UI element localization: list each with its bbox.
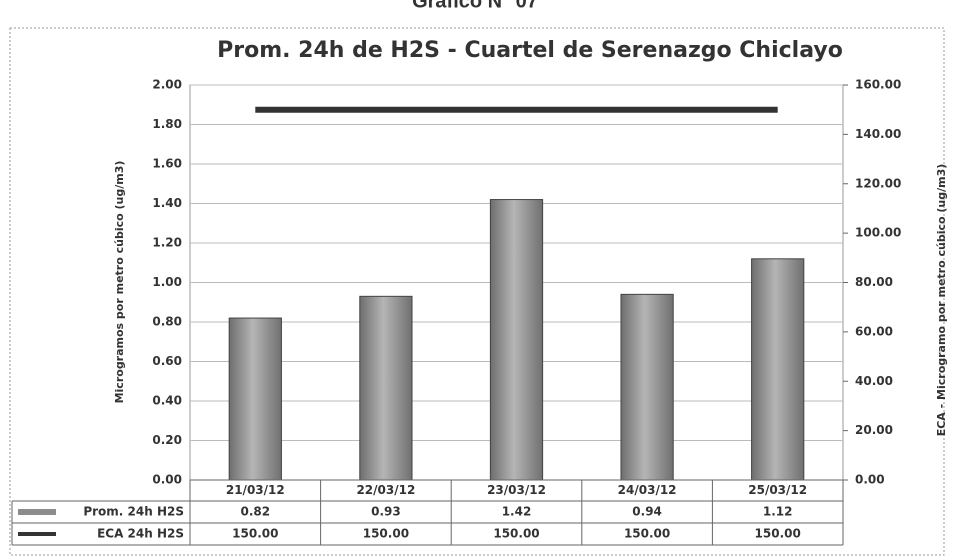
- x-tick-label: 24/03/12: [618, 483, 677, 497]
- y2-tick-label: 0.00: [855, 473, 885, 487]
- legend-label: Prom. 24h H2S: [83, 505, 184, 519]
- y-tick-label: 1.60: [152, 157, 182, 171]
- y-tick-label: 1.00: [152, 275, 182, 289]
- table-value: 150.00: [232, 527, 278, 541]
- table-value: 150.00: [624, 527, 670, 541]
- table-value: 150.00: [755, 527, 801, 541]
- bar: [228, 317, 282, 481]
- bar: [751, 258, 805, 481]
- table-value: 0.94: [632, 505, 662, 519]
- y2-tick-label: 160.00: [855, 78, 901, 92]
- bar: [620, 293, 674, 481]
- y2-tick-label: 80.00: [855, 275, 893, 289]
- table-value: 0.93: [371, 505, 401, 519]
- x-tick-label: 21/03/12: [226, 483, 285, 497]
- chart-border: [9, 27, 945, 556]
- table-value: 1.12: [763, 505, 793, 519]
- y-tick-label: 0.60: [152, 354, 182, 368]
- bar: [489, 199, 544, 481]
- table-value: 150.00: [493, 527, 539, 541]
- y2-tick-label: 20.00: [855, 423, 893, 437]
- y2-tick-label: 100.00: [855, 226, 901, 240]
- caption: Gráfico N° 07: [412, 0, 538, 12]
- y-tick-label: 0.40: [152, 394, 182, 408]
- y-tick-label: 0.00: [152, 473, 182, 487]
- y-tick-label: 0.20: [152, 433, 182, 447]
- y2-tick-label: 120.00: [855, 176, 901, 190]
- table-value: 1.42: [502, 505, 532, 519]
- y-axis-title: Microgramos por metro cúbico (ug/m3): [113, 161, 126, 404]
- y-tick-label: 2.00: [152, 78, 182, 92]
- x-tick-label: 22/03/12: [356, 483, 415, 497]
- bar: [359, 295, 413, 481]
- y-tick-label: 1.20: [152, 236, 182, 250]
- legend-key: [18, 509, 56, 515]
- table-value: 150.00: [363, 527, 409, 541]
- y2-tick-label: 40.00: [855, 374, 893, 388]
- legend-label: ECA 24h H2S: [97, 527, 184, 541]
- y-tick-label: 1.80: [152, 117, 182, 131]
- x-tick-label: 25/03/12: [748, 483, 807, 497]
- y2-axis-title: ECA - Microgramo por metro cúbico (ug/m3…: [935, 164, 948, 437]
- y2-tick-label: 140.00: [855, 127, 901, 141]
- y-tick-label: 1.40: [152, 196, 182, 210]
- x-tick-label: 23/03/12: [487, 483, 546, 497]
- chart-title: Prom. 24h de H2S - Cuartel de Serenazgo …: [217, 38, 843, 63]
- y2-tick-label: 60.00: [855, 324, 893, 338]
- table-value: 0.82: [240, 505, 270, 519]
- y-tick-label: 0.80: [152, 315, 182, 329]
